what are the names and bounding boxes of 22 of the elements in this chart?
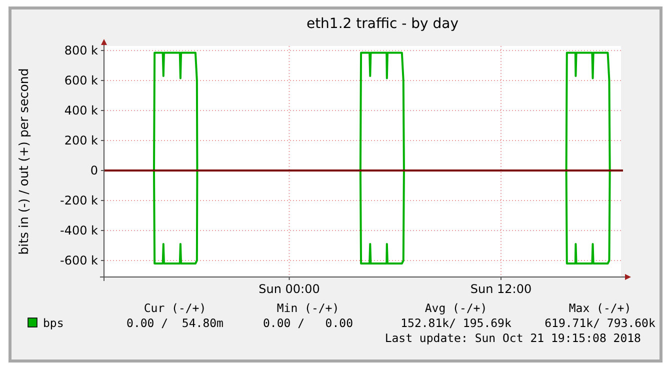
y-tick-label: 800 k [64,44,98,58]
y-tick-label: 400 k [64,104,98,118]
text: Avg (-/+) [424,301,488,315]
y-tick-label: 200 k [64,134,98,148]
y-tick-label: -400 k [60,224,98,238]
text: Last update: Sun Oct 21 19:15:08 2018 [384,331,642,345]
text: 619.71k/ 793.60k [544,316,656,330]
text: Min (-/+) [276,301,340,315]
text: 152.81k/ 195.69k [400,316,512,330]
x-tick-label: Sun 12:00 [470,282,532,296]
y-tick-label: -600 k [60,254,98,268]
text: Max (-/+) [568,301,632,315]
y-tick-label: -200 k [60,194,98,208]
chart-title: eth1.2 traffic - by day [306,16,459,32]
y-axis-title: bits in (-) / out (+) per second [16,68,31,255]
text: Cur (-/+) [144,301,206,315]
x-tick-label: Sun 00:00 [258,282,320,296]
y-tick-label: 0 [90,164,98,178]
text: 0.00 / 54.80m [126,316,224,330]
legend-label: bps [43,316,64,330]
y-tick-label: 600 k [64,74,98,88]
text: 0.00 / 0.00 [262,316,354,330]
